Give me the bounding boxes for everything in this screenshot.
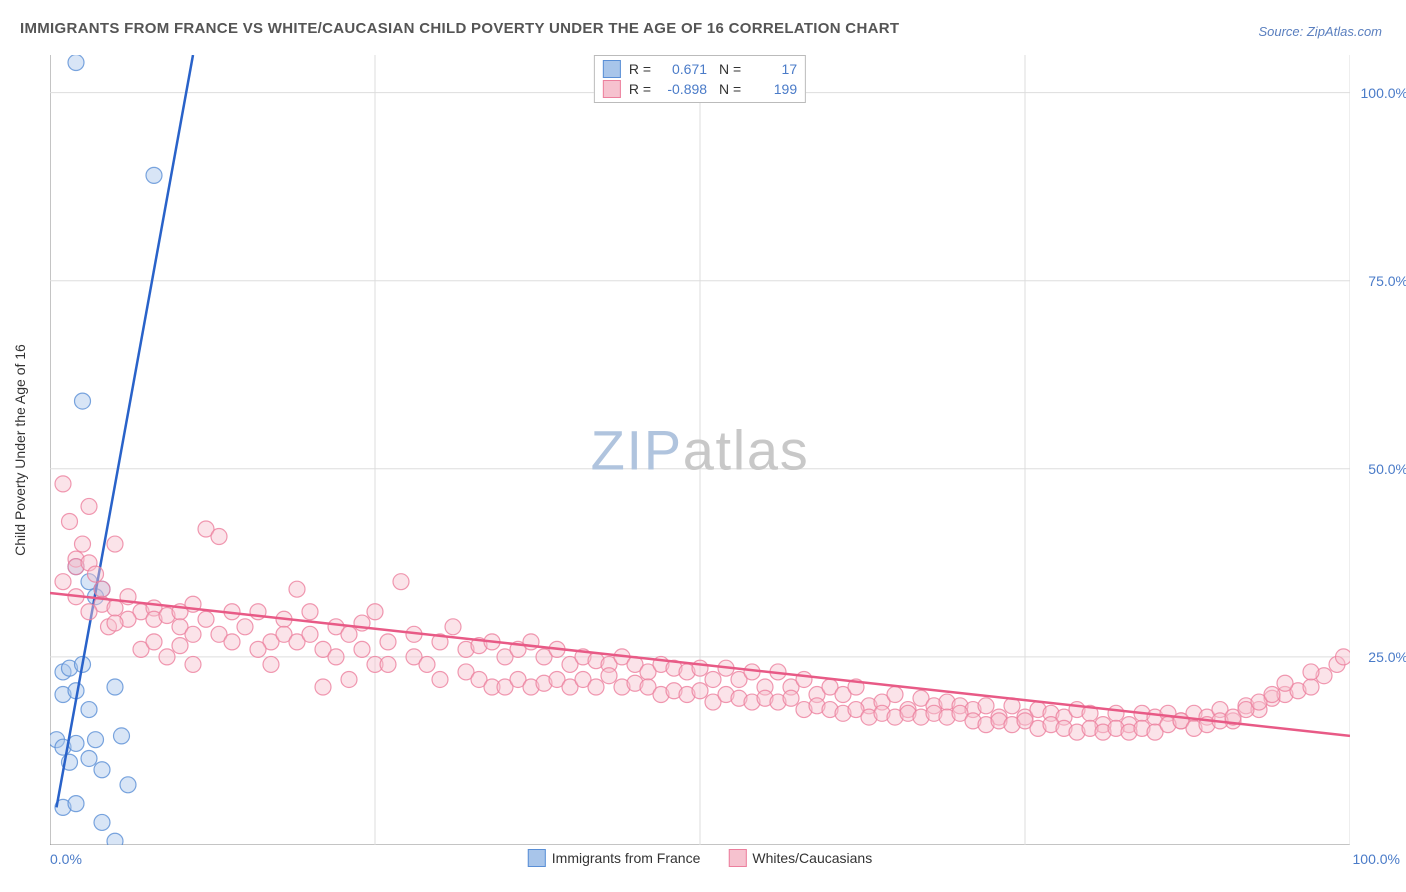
legend-item-blue: Immigrants from France: [528, 849, 701, 867]
chart-title: IMMIGRANTS FROM FRANCE VS WHITE/CAUCASIA…: [20, 20, 899, 37]
y-axis-label: Child Poverty Under the Age of 16: [12, 344, 28, 556]
legend-label-pink: Whites/Caucasians: [752, 850, 872, 866]
swatch-pink: [728, 849, 746, 867]
stats-legend-box: R = 0.671 N = 17 R = -0.898 N = 199: [594, 55, 806, 103]
stat-n-blue: 17: [749, 61, 797, 77]
stat-n-label: N =: [715, 61, 741, 77]
stat-n-label: N =: [715, 81, 741, 97]
swatch-blue: [528, 849, 546, 867]
y-tick-label: 50.0%: [1368, 461, 1406, 477]
stat-r-blue: 0.671: [659, 61, 707, 77]
stats-row-pink: R = -0.898 N = 199: [603, 80, 797, 98]
stat-n-pink: 199: [749, 81, 797, 97]
scatter-svg: [50, 55, 1350, 845]
swatch-blue: [603, 60, 621, 78]
chart-plot-area: Child Poverty Under the Age of 16 25.0%5…: [50, 55, 1350, 845]
legend-item-pink: Whites/Caucasians: [728, 849, 872, 867]
y-tick-label: 100.0%: [1361, 85, 1406, 101]
legend-label-blue: Immigrants from France: [552, 850, 701, 866]
source-attribution: Source: ZipAtlas.com: [1258, 24, 1382, 39]
stat-r-label: R =: [629, 81, 651, 97]
bottom-legend: Immigrants from France Whites/Caucasians: [528, 849, 872, 867]
stat-r-pink: -0.898: [659, 81, 707, 97]
stat-r-label: R =: [629, 61, 651, 77]
swatch-pink: [603, 80, 621, 98]
x-tick-max: 100.0%: [1353, 851, 1400, 867]
stats-row-blue: R = 0.671 N = 17: [603, 60, 797, 78]
y-tick-label: 25.0%: [1368, 649, 1406, 665]
x-tick-min: 0.0%: [50, 851, 82, 867]
y-tick-label: 75.0%: [1368, 273, 1406, 289]
